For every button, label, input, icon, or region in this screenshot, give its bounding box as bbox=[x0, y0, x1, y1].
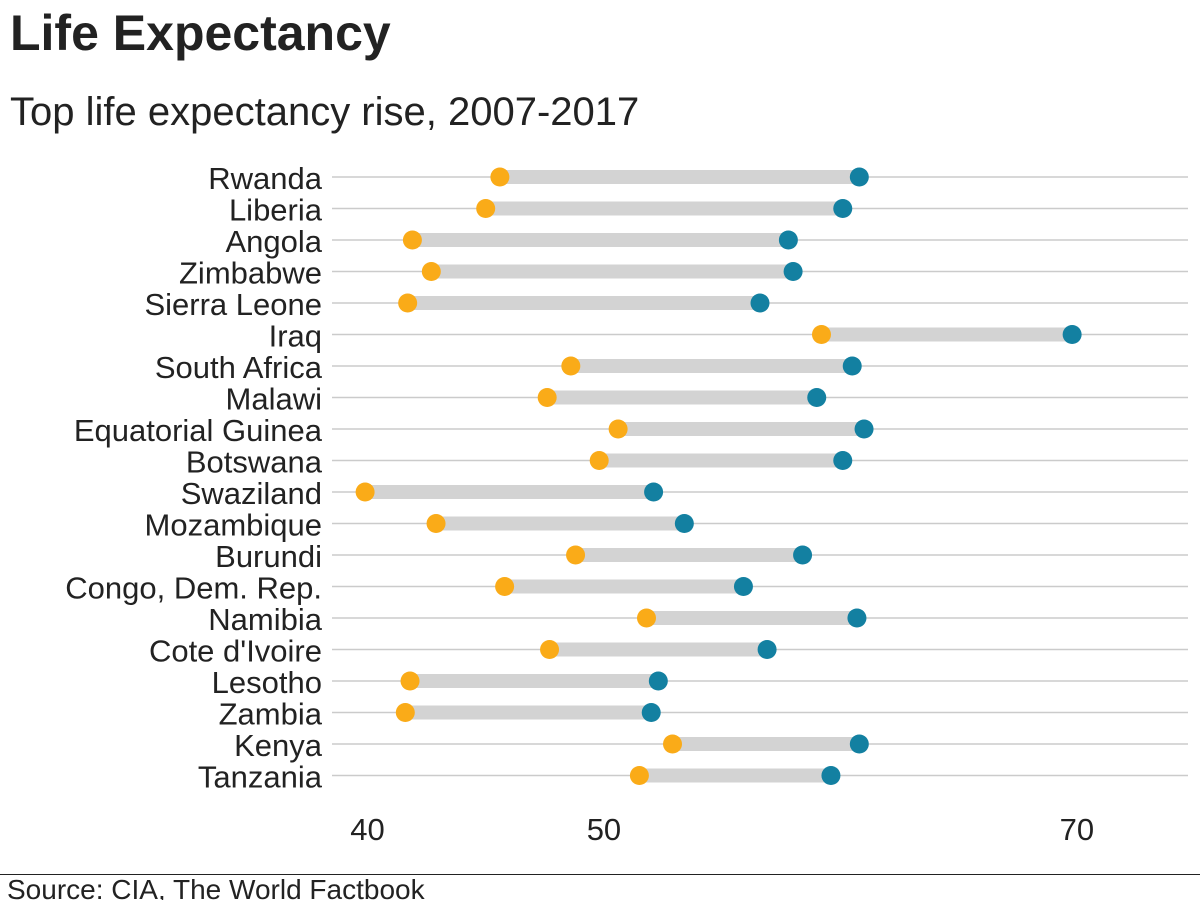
point-2017 bbox=[833, 199, 853, 218]
point-2017 bbox=[674, 514, 694, 533]
category-label: Swaziland bbox=[181, 476, 322, 511]
category-label: Malawi bbox=[226, 382, 322, 417]
point-2007 bbox=[608, 419, 628, 439]
category-label: Iraq bbox=[269, 319, 322, 354]
x-tick-label: 50 bbox=[587, 812, 621, 847]
point-2017 bbox=[807, 388, 827, 407]
segments bbox=[365, 170, 1073, 783]
category-label: Equatorial Guinea bbox=[74, 413, 323, 448]
footer-divider bbox=[0, 874, 1200, 875]
point-2007 bbox=[811, 325, 831, 344]
point-2007 bbox=[400, 671, 420, 691]
point-2017 bbox=[842, 356, 862, 376]
point-2007 bbox=[476, 199, 496, 218]
point-2007 bbox=[490, 167, 510, 187]
point-2007 bbox=[589, 451, 609, 470]
point-2017 bbox=[849, 167, 869, 187]
point-2017 bbox=[833, 451, 853, 470]
point-2017 bbox=[854, 419, 874, 439]
point-2017 bbox=[783, 262, 803, 281]
category-label: Zimbabwe bbox=[179, 256, 322, 291]
point-2017 bbox=[641, 703, 661, 722]
point-2017 bbox=[793, 545, 813, 565]
category-label: South Africa bbox=[155, 350, 323, 385]
chart-title: Life Expectancy bbox=[10, 5, 391, 61]
category-label: Rwanda bbox=[208, 161, 322, 196]
point-2007 bbox=[566, 545, 586, 565]
category-label: Mozambique bbox=[145, 508, 322, 543]
x-tick-label: 70 bbox=[1060, 812, 1094, 847]
category-label: Zambia bbox=[219, 697, 323, 732]
point-2017 bbox=[821, 766, 841, 785]
category-label: Angola bbox=[225, 224, 322, 259]
point-2007 bbox=[663, 734, 683, 754]
source-note: Source: CIA, The World Factbook bbox=[7, 874, 425, 900]
point-2007 bbox=[398, 293, 418, 313]
point-2007 bbox=[537, 388, 557, 407]
point-2007 bbox=[395, 703, 415, 722]
category-label: Cote d'Ivoire bbox=[149, 634, 322, 669]
point-2007 bbox=[495, 577, 515, 596]
point-2017 bbox=[750, 293, 770, 313]
point-2007 bbox=[421, 262, 441, 281]
chart-subtitle: Top life expectancy rise, 2007-2017 bbox=[10, 90, 640, 134]
point-2017 bbox=[757, 640, 777, 659]
point-2007 bbox=[636, 608, 656, 628]
data-points bbox=[355, 167, 1082, 785]
category-label: Tanzania bbox=[198, 760, 323, 795]
point-2017 bbox=[1062, 325, 1082, 344]
category-label: Sierra Leone bbox=[144, 287, 322, 322]
x-axis-ticks: 40 50 70 bbox=[350, 812, 1094, 847]
point-2017 bbox=[847, 608, 867, 628]
category-label: Liberia bbox=[229, 193, 323, 228]
category-label: Namibia bbox=[208, 602, 322, 637]
category-label: Congo, Dem. Rep. bbox=[65, 571, 322, 606]
x-tick-label: 40 bbox=[350, 812, 384, 847]
point-2007 bbox=[402, 230, 422, 250]
point-2017 bbox=[733, 577, 753, 596]
point-2007 bbox=[540, 640, 560, 659]
category-label: Lesotho bbox=[212, 665, 322, 700]
point-2017 bbox=[778, 230, 798, 250]
point-2017 bbox=[644, 482, 664, 502]
point-2017 bbox=[849, 734, 869, 754]
category-label: Burundi bbox=[215, 539, 322, 574]
category-label: Kenya bbox=[234, 728, 323, 763]
point-2007 bbox=[561, 356, 581, 376]
point-2007 bbox=[355, 482, 375, 502]
point-2007 bbox=[629, 766, 649, 785]
category-label: Botswana bbox=[186, 445, 323, 480]
point-2017 bbox=[648, 671, 668, 691]
point-2007 bbox=[426, 514, 446, 533]
